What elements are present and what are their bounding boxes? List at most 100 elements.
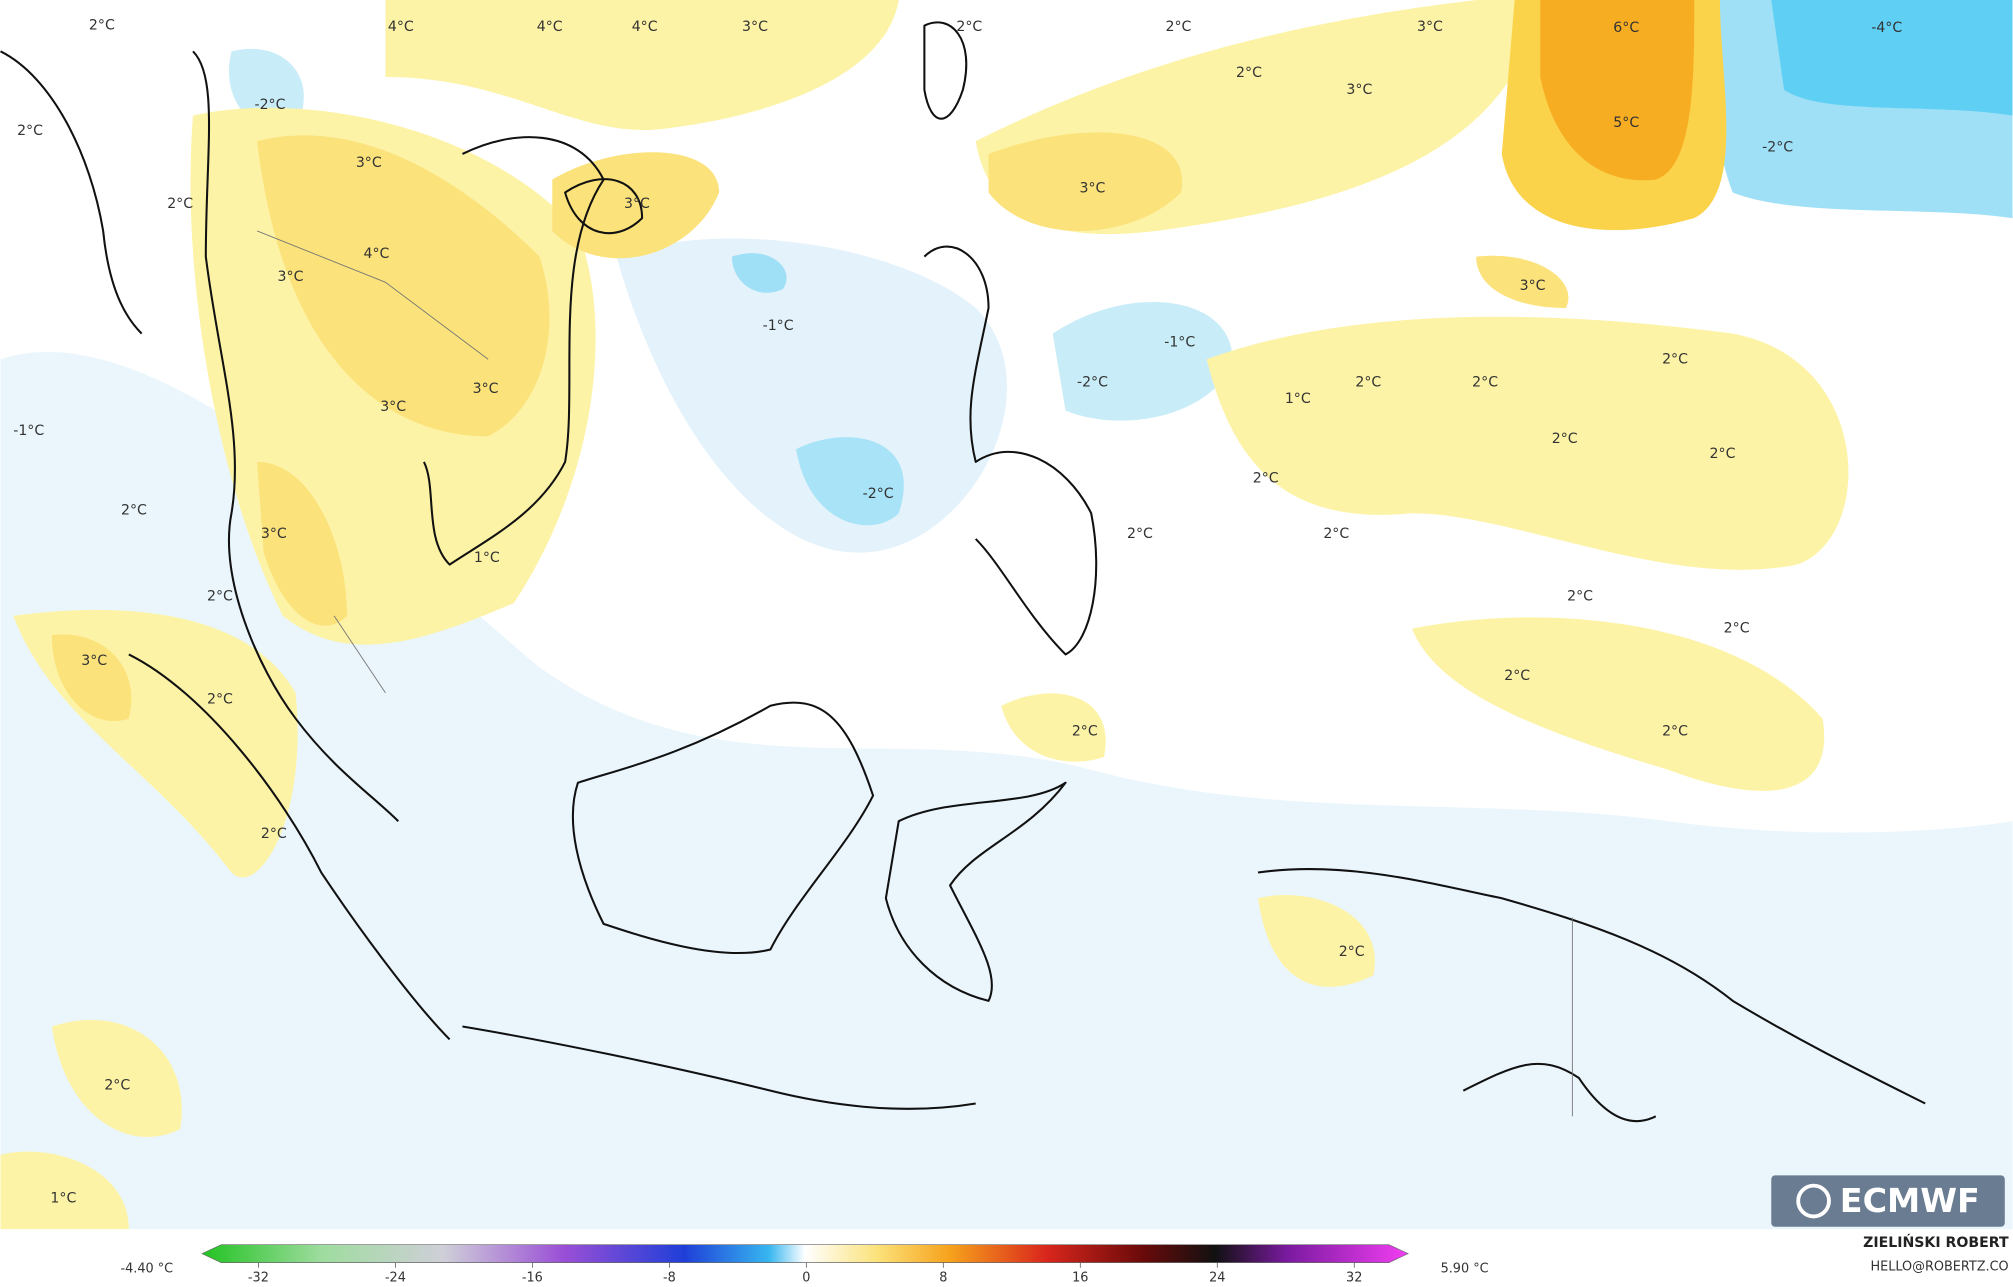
contour-label: 2°C <box>1662 351 1688 367</box>
contour-label: -2°C <box>863 486 894 502</box>
contour-label: 4°C <box>632 19 658 35</box>
colorbar <box>201 1244 1409 1263</box>
coastline <box>423 136 605 566</box>
contour-label: 2°C <box>1323 526 1349 542</box>
contour-label: 3°C <box>473 381 499 397</box>
cool-area <box>1771 0 2013 116</box>
contour-label: 3°C <box>742 19 768 35</box>
island <box>564 178 644 235</box>
warm-area <box>257 461 347 626</box>
warm-area <box>1476 255 1569 308</box>
max-label: 5.90 °C <box>1441 1262 1489 1277</box>
cool-area <box>0 351 2013 1230</box>
warm-area <box>0 1151 129 1230</box>
warm-area <box>385 0 899 131</box>
contour-label: 2°C <box>956 19 982 35</box>
warm-area <box>51 1019 182 1137</box>
contour-label: 2°C <box>121 503 147 519</box>
contour-label: -1°C <box>1164 335 1195 351</box>
warm-area <box>1001 693 1106 762</box>
contour-label: 2°C <box>207 691 233 707</box>
cool-area <box>731 253 787 293</box>
colorbar-tick-label: 8 <box>939 1271 947 1286</box>
coastline <box>0 50 400 822</box>
coastline <box>462 1025 976 1110</box>
footer: -4.40 °C 5.90 °C -32 -24 -16 -8 0 8 16 24 32 ZIE… <box>0 1229 2013 1287</box>
coastline <box>1257 868 1926 1123</box>
border <box>256 230 1573 1117</box>
contour-label: -2°C <box>254 97 285 113</box>
contour-label: 3°C <box>81 653 107 669</box>
contour-label: 2°C <box>89 18 115 34</box>
warm-area <box>257 135 550 437</box>
contour-label: -4°C <box>1871 20 1902 36</box>
island <box>884 781 1067 1002</box>
colorbar-tick-label: -24 <box>385 1271 406 1286</box>
anomaly-field <box>0 0 2013 1230</box>
coastlines <box>0 21 1926 1123</box>
warm-area <box>1206 316 1849 570</box>
contour-label: 2°C <box>1472 374 1498 390</box>
contour-label: 2°C <box>1724 621 1750 637</box>
contour-label: 3°C <box>624 196 650 212</box>
contour-label: 2°C <box>17 123 43 139</box>
contour-label: 3°C <box>356 155 382 171</box>
min-label: -4.40 °C <box>120 1262 173 1277</box>
contour-label: 2°C <box>1355 374 1381 390</box>
cool-area <box>616 238 1007 553</box>
contour-label: 3°C <box>1417 19 1443 35</box>
contour-label: 2°C <box>167 196 193 212</box>
logo-text: ECMWF <box>1840 1181 1980 1220</box>
warm-area <box>1540 0 1695 181</box>
contour-label: 3°C <box>380 399 406 415</box>
contour-label: 1°C <box>1285 391 1311 407</box>
contour-label: 2°C <box>1339 944 1365 960</box>
contour-label: 2°C <box>1165 19 1191 35</box>
contour-label: 1°C <box>50 1190 76 1206</box>
warm-area <box>1257 894 1375 987</box>
contour-label: 2°C <box>104 1078 130 1094</box>
island <box>923 245 1098 656</box>
warm-area <box>988 132 1183 231</box>
contour-label: 2°C <box>1710 446 1736 462</box>
warm-area <box>552 152 720 259</box>
logo: ECMWF <box>1771 1175 2005 1227</box>
contour-label: 2°C <box>1662 723 1688 739</box>
cool-area <box>1052 301 1233 421</box>
contour-label: 2°C <box>1127 526 1153 542</box>
contour-label: 5°C <box>1613 115 1639 131</box>
colorbar-ticks: -32 -24 -16 -8 0 8 16 24 32 <box>248 1262 1362 1286</box>
contour-label: 4°C <box>364 246 390 262</box>
contour-label: 2°C <box>261 826 287 842</box>
contour-label: 2°C <box>1253 471 1279 487</box>
contour-label: 3°C <box>1080 181 1106 197</box>
contour-label: 1°C <box>474 550 500 566</box>
contour-label: 3°C <box>1346 82 1372 98</box>
contact: HELLO@ROBERTZ.CO <box>1870 1259 2008 1274</box>
warm-area <box>51 634 132 722</box>
contour-labels: 2°C 4°C 4°C 4°C 3°C 2°C 2°C 3°C 6°C -4°C -2°C 2°C 3°… <box>13 18 1902 1207</box>
contour-label: 4°C <box>537 19 563 35</box>
contour-label: 2°C <box>1236 65 1262 81</box>
colorbar-tick-label: -8 <box>663 1271 676 1286</box>
contour-label: 2°C <box>1072 723 1098 739</box>
contour-label: 3°C <box>261 526 287 542</box>
author: ZIELIŃSKI ROBERT <box>1863 1233 2009 1251</box>
island <box>923 21 968 120</box>
colorbar-tick-label: 16 <box>1072 1271 1088 1286</box>
island <box>571 701 875 955</box>
cool-area <box>796 437 904 526</box>
contour-label: -2°C <box>1077 374 1108 390</box>
logo-background <box>1771 1175 2005 1227</box>
colorbar-tick-label: 0 <box>802 1271 810 1286</box>
contour-label: 2°C <box>1552 431 1578 447</box>
contour-label: 3°C <box>1520 278 1546 294</box>
contour-label: -1°C <box>763 318 794 334</box>
contour-label: 4°C <box>388 19 414 35</box>
contour-label: -1°C <box>13 423 44 439</box>
contour-label: -2°C <box>1762 140 1793 156</box>
logo-icon <box>1796 1183 1831 1219</box>
contour-label: 6°C <box>1613 20 1639 36</box>
